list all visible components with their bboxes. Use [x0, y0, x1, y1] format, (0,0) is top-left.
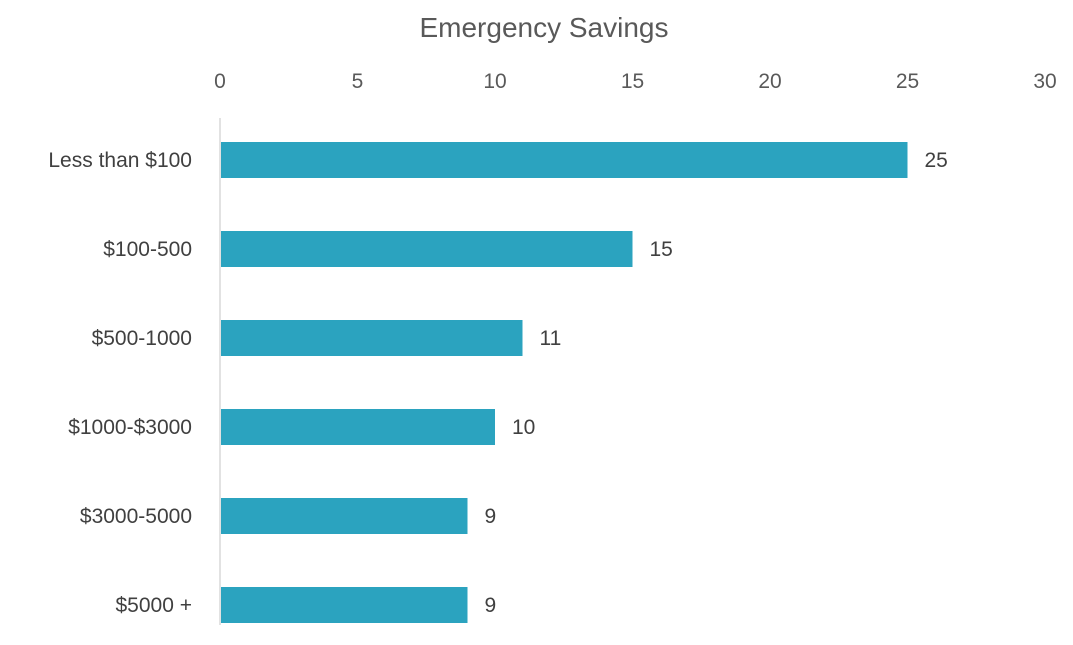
- x-tick-label: 20: [758, 70, 781, 93]
- data-label: 9: [485, 594, 497, 617]
- bar: [221, 498, 468, 534]
- x-tick-label: 15: [621, 70, 644, 93]
- bars: [221, 142, 908, 623]
- chart-title: Emergency Savings: [419, 12, 668, 43]
- category-labels: Less than $100 $100-500 $500-1000 $1000-$30…: [48, 149, 192, 617]
- category-label: $500-1000: [92, 327, 192, 350]
- data-labels: 25 15 11 10 9 9: [485, 149, 948, 617]
- data-label: 10: [512, 416, 535, 439]
- category-label: Less than $100: [48, 149, 192, 172]
- bar: [221, 231, 633, 267]
- x-tick-label: 10: [483, 70, 506, 93]
- category-label: $3000-5000: [80, 505, 192, 528]
- data-label: 15: [650, 238, 673, 261]
- data-label: 25: [925, 149, 948, 172]
- data-label: 11: [540, 327, 562, 350]
- bar: [221, 409, 495, 445]
- x-axis-ticks: 0 5 10 15 20 25 30: [214, 70, 1057, 93]
- bar: [221, 320, 523, 356]
- x-tick-label: 0: [214, 70, 226, 93]
- category-label: $100-500: [103, 238, 192, 261]
- x-tick-label: 30: [1033, 70, 1056, 93]
- category-label: $5000 +: [116, 594, 193, 617]
- x-tick-label: 5: [352, 70, 364, 93]
- category-label: $1000-$3000: [68, 416, 192, 439]
- x-tick-label: 25: [896, 70, 919, 93]
- bar: [221, 142, 908, 178]
- bar: [221, 587, 468, 623]
- data-label: 9: [485, 505, 497, 528]
